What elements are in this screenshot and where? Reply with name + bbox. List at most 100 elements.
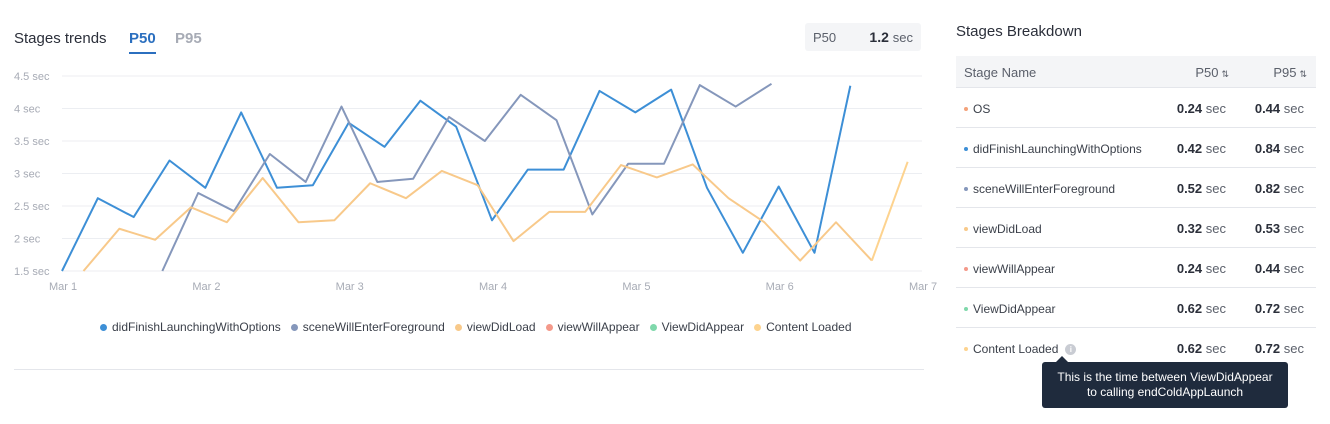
info-icon[interactable]: i: [1065, 343, 1077, 355]
stage-color-dot: [964, 187, 968, 191]
stage-p50-value: 0.52 sec: [1177, 181, 1226, 196]
series-line-content-loaded: [870, 161, 909, 261]
stage-name: viewWillAppear: [964, 262, 1055, 276]
tab-p50[interactable]: P50: [129, 30, 156, 54]
stage-name: didFinishLaunchingWithOptions: [964, 142, 1142, 156]
y-tick-label: 2.5 sec: [14, 201, 50, 213]
series-line-viewdidload: [82, 163, 873, 272]
value-unit: sec: [1280, 181, 1304, 196]
stage-color-dot: [964, 147, 968, 151]
table-row: viewDidLoad 0.32 sec 0.53 sec: [956, 208, 1316, 248]
x-tick-label: Mar 7: [909, 281, 937, 293]
value-unit: sec: [1202, 341, 1226, 356]
content-loaded-tooltip: This is the time between ViewDidAppear t…: [1042, 356, 1288, 408]
stage-p95-value: 0.84 sec: [1255, 141, 1304, 156]
value-unit: sec: [1280, 341, 1304, 356]
y-tick-label: 4.5 sec: [14, 71, 50, 83]
tab-p95[interactable]: P95: [175, 30, 202, 47]
legend-item[interactable]: viewDidLoad: [454, 320, 536, 334]
value-number: 0.32: [1176, 221, 1203, 236]
value-number: 0.24: [1176, 261, 1203, 276]
x-tick-label: Mar 4: [479, 281, 507, 293]
value-number: 0.42: [1176, 141, 1203, 156]
column-stage-name: Stage Name: [964, 65, 1037, 80]
y-tick-label: 1.5 sec: [14, 266, 50, 278]
table-row: viewWillAppear 0.24 sec 0.44 sec: [956, 248, 1316, 288]
panel-title: Stages trends: [14, 30, 107, 47]
x-tick-label: Mar 5: [622, 281, 650, 293]
value-unit: sec: [1202, 261, 1226, 276]
sort-icon: ⇅: [1299, 69, 1307, 79]
stage-name: Content Loaded i: [964, 342, 1077, 356]
legend-item[interactable]: viewWillAppear: [545, 320, 640, 334]
stage-color-dot: [964, 227, 968, 231]
series-line-didfinishlaunchingwithoptions: [61, 85, 852, 272]
legend-dot: [649, 323, 657, 331]
value-number: 0.72: [1254, 301, 1281, 316]
tooltip-line-1: This is the time between ViewDidAppear: [1057, 370, 1273, 384]
stage-color-dot: [964, 307, 968, 311]
legend-item[interactable]: didFinishLaunchingWithOptions: [100, 320, 281, 334]
table-row: Content Loaded i 0.62 sec 0.72 sec: [956, 328, 1316, 368]
stage-p95-value: 0.82 sec: [1255, 181, 1304, 196]
x-tick-label: Mar 3: [336, 281, 364, 293]
stage-p50-value: 0.42 sec: [1177, 141, 1226, 156]
legend-label: Content Loaded: [766, 320, 852, 334]
stage-name: ViewDidAppear: [964, 302, 1056, 316]
stage-color-dot: [964, 267, 968, 271]
stage-p50-value: 0.24 sec: [1177, 261, 1226, 276]
stage-p95-value: 0.44 sec: [1255, 101, 1304, 116]
stage-p50-value: 0.32 sec: [1177, 221, 1226, 236]
stage-color-dot: [964, 107, 968, 111]
legend-label: sceneWillEnterForeground: [302, 320, 445, 334]
y-tick-label: 3.5 sec: [14, 136, 50, 148]
stage-label: Content Loaded: [973, 342, 1059, 356]
value-unit: sec: [1280, 301, 1304, 316]
table-row: didFinishLaunchingWithOptions 0.42 sec 0.8…: [956, 128, 1316, 168]
value-unit: sec: [1202, 101, 1226, 116]
stage-label: OS: [973, 102, 991, 116]
value-unit: sec: [1280, 221, 1304, 236]
column-p50-sort[interactable]: P50 ⇅: [1195, 65, 1229, 80]
stages-breakdown-panel: Stages Breakdown Stage Name P50 ⇅ P95 ⇅ OS…: [956, 0, 1316, 370]
value-number: 0.44: [1254, 261, 1281, 276]
column-p50-label: P50: [1195, 65, 1219, 80]
tooltip-line-2: to calling endColdAppLaunch: [1086, 385, 1244, 399]
value-number: 0.84: [1254, 141, 1281, 156]
stage-p95-value: 0.44 sec: [1255, 261, 1304, 276]
value-number: 0.62: [1176, 341, 1203, 356]
stage-name: sceneWillEnterForeground: [964, 182, 1115, 196]
value-number: 0.53: [1254, 221, 1281, 236]
stage-label: viewWillAppear: [973, 262, 1056, 276]
legend-item[interactable]: ViewDidAppear: [649, 320, 744, 334]
legend-item[interactable]: sceneWillEnterForeground: [290, 320, 445, 334]
stage-color-dot: [964, 347, 968, 351]
y-tick-label: 4 sec: [14, 104, 41, 116]
x-tick-label: Mar 2: [192, 281, 220, 293]
legend-dot: [754, 323, 762, 331]
stage-p95-value: 0.72 sec: [1255, 301, 1304, 316]
value-number: 0.24: [1176, 101, 1203, 116]
value-number: 0.62: [1176, 301, 1203, 316]
sort-icon: ⇅: [1221, 69, 1229, 79]
p50-summary-badge: P50 1.2 sec: [805, 23, 921, 51]
legend-item[interactable]: Content Loaded: [754, 320, 852, 334]
stage-p50-value: 0.62 sec: [1177, 341, 1226, 356]
x-tick-label: Mar 6: [766, 281, 794, 293]
stage-p50-value: 0.62 sec: [1177, 301, 1226, 316]
legend-dot: [454, 323, 462, 331]
summary-value-wrap: 1.2 sec: [869, 29, 913, 45]
breakdown-title: Stages Breakdown: [956, 23, 1082, 40]
trends-line-chart: 1.5 sec 2 sec 2.5 sec 3 sec 3.5 sec 4 sec 4.5 …: [14, 71, 937, 293]
value-number: 0.52: [1176, 181, 1203, 196]
column-p95-sort[interactable]: P95 ⇅: [1273, 65, 1307, 80]
value-unit: sec: [1280, 261, 1304, 276]
legend-label: didFinishLaunchingWithOptions: [112, 320, 281, 334]
stage-label: sceneWillEnterForeground: [973, 182, 1116, 196]
legend-label: viewWillAppear: [557, 320, 640, 334]
stage-p95-value: 0.72 sec: [1255, 341, 1304, 356]
legend-label: viewDidLoad: [466, 320, 536, 334]
table-row: OS 0.24 sec 0.44 sec: [956, 88, 1316, 128]
breakdown-table-header: Stage Name P50 ⇅ P95 ⇅: [956, 56, 1316, 88]
legend-dot: [545, 323, 553, 331]
